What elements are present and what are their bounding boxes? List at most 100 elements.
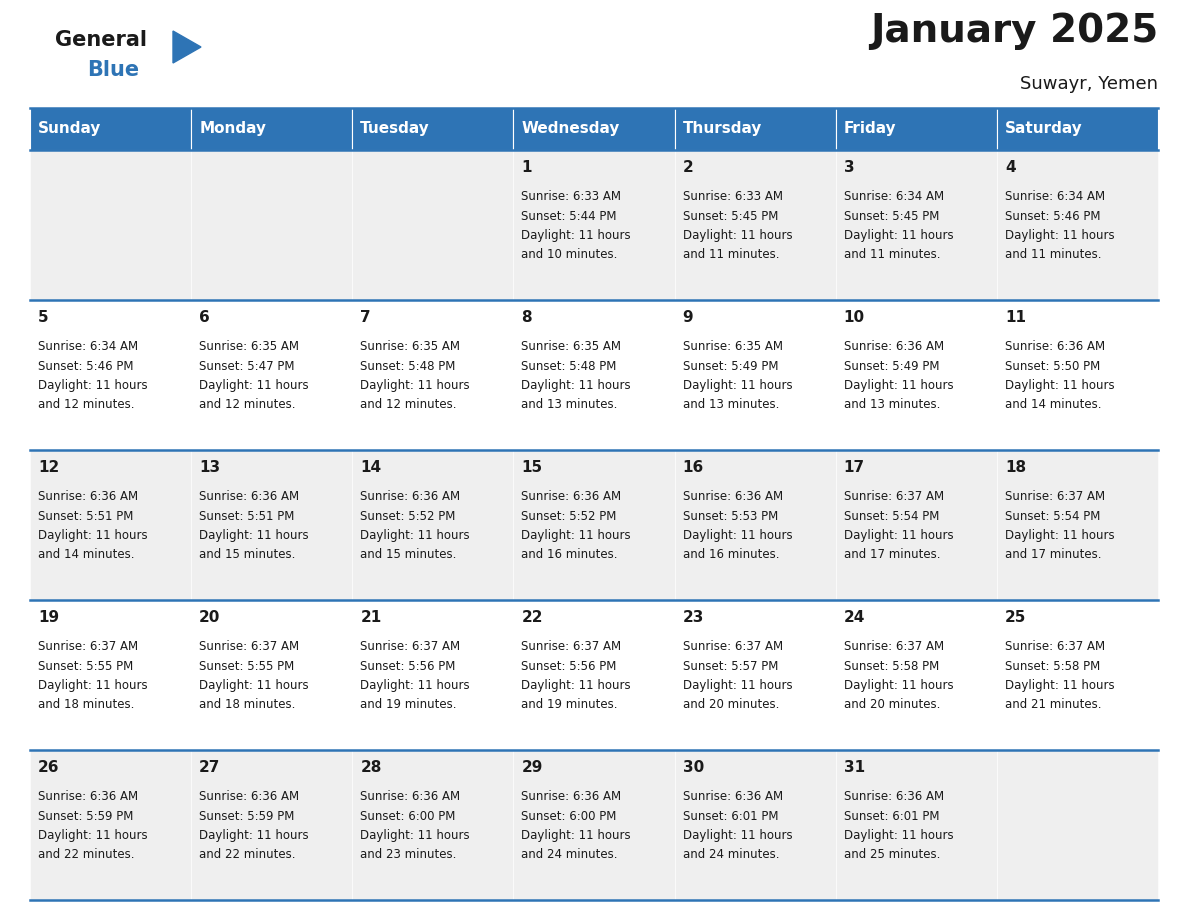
Text: and 17 minutes.: and 17 minutes. bbox=[1005, 548, 1101, 562]
Text: Daylight: 11 hours: Daylight: 11 hours bbox=[522, 529, 631, 542]
Text: 1: 1 bbox=[522, 160, 532, 175]
Text: and 11 minutes.: and 11 minutes. bbox=[843, 249, 940, 262]
Text: Sunrise: 6:36 AM: Sunrise: 6:36 AM bbox=[200, 790, 299, 803]
Text: 3: 3 bbox=[843, 160, 854, 175]
Text: 5: 5 bbox=[38, 310, 49, 325]
Text: Sunrise: 6:34 AM: Sunrise: 6:34 AM bbox=[1005, 190, 1105, 203]
FancyBboxPatch shape bbox=[997, 750, 1158, 900]
Text: and 13 minutes.: and 13 minutes. bbox=[843, 398, 940, 411]
FancyBboxPatch shape bbox=[675, 600, 835, 750]
Text: Daylight: 11 hours: Daylight: 11 hours bbox=[200, 829, 309, 842]
Text: Sunrise: 6:36 AM: Sunrise: 6:36 AM bbox=[360, 490, 461, 503]
Text: Sunrise: 6:36 AM: Sunrise: 6:36 AM bbox=[522, 490, 621, 503]
Text: and 20 minutes.: and 20 minutes. bbox=[683, 699, 779, 711]
Text: and 25 minutes.: and 25 minutes. bbox=[843, 848, 940, 861]
Text: Daylight: 11 hours: Daylight: 11 hours bbox=[522, 229, 631, 242]
Text: and 12 minutes.: and 12 minutes. bbox=[38, 398, 134, 411]
Text: Sunset: 5:46 PM: Sunset: 5:46 PM bbox=[1005, 209, 1100, 222]
Text: 27: 27 bbox=[200, 760, 221, 775]
Text: and 24 minutes.: and 24 minutes. bbox=[522, 848, 618, 861]
Text: and 15 minutes.: and 15 minutes. bbox=[360, 548, 456, 562]
Text: Daylight: 11 hours: Daylight: 11 hours bbox=[843, 229, 953, 242]
Text: Sunset: 6:00 PM: Sunset: 6:00 PM bbox=[522, 810, 617, 823]
Text: Sunset: 5:59 PM: Sunset: 5:59 PM bbox=[38, 810, 133, 823]
Text: and 24 minutes.: and 24 minutes. bbox=[683, 848, 779, 861]
Text: Sunrise: 6:35 AM: Sunrise: 6:35 AM bbox=[683, 340, 783, 353]
Text: 4: 4 bbox=[1005, 160, 1016, 175]
Text: 6: 6 bbox=[200, 310, 210, 325]
Text: and 12 minutes.: and 12 minutes. bbox=[360, 398, 456, 411]
FancyBboxPatch shape bbox=[513, 600, 675, 750]
Text: 23: 23 bbox=[683, 610, 704, 625]
Text: 31: 31 bbox=[843, 760, 865, 775]
Text: Sunrise: 6:34 AM: Sunrise: 6:34 AM bbox=[843, 190, 943, 203]
FancyBboxPatch shape bbox=[30, 150, 191, 300]
FancyBboxPatch shape bbox=[353, 450, 513, 600]
Text: 18: 18 bbox=[1005, 460, 1026, 475]
Text: and 21 minutes.: and 21 minutes. bbox=[1005, 699, 1101, 711]
Text: Sunset: 5:58 PM: Sunset: 5:58 PM bbox=[1005, 659, 1100, 673]
Text: and 18 minutes.: and 18 minutes. bbox=[38, 699, 134, 711]
Text: Sunset: 5:49 PM: Sunset: 5:49 PM bbox=[843, 360, 940, 373]
Text: Daylight: 11 hours: Daylight: 11 hours bbox=[360, 529, 470, 542]
Text: Sunrise: 6:36 AM: Sunrise: 6:36 AM bbox=[38, 490, 138, 503]
Text: 7: 7 bbox=[360, 310, 371, 325]
Text: Daylight: 11 hours: Daylight: 11 hours bbox=[360, 379, 470, 392]
Text: Friday: Friday bbox=[843, 121, 897, 137]
Text: and 18 minutes.: and 18 minutes. bbox=[200, 699, 296, 711]
Text: Sunset: 5:54 PM: Sunset: 5:54 PM bbox=[1005, 509, 1100, 522]
Text: Sunset: 5:52 PM: Sunset: 5:52 PM bbox=[522, 509, 617, 522]
Text: Sunset: 6:01 PM: Sunset: 6:01 PM bbox=[683, 810, 778, 823]
FancyBboxPatch shape bbox=[30, 450, 191, 600]
Text: Saturday: Saturday bbox=[1005, 121, 1082, 137]
Text: Daylight: 11 hours: Daylight: 11 hours bbox=[200, 679, 309, 692]
Text: 21: 21 bbox=[360, 610, 381, 625]
Text: Daylight: 11 hours: Daylight: 11 hours bbox=[683, 679, 792, 692]
Text: 22: 22 bbox=[522, 610, 543, 625]
Text: 9: 9 bbox=[683, 310, 693, 325]
FancyBboxPatch shape bbox=[191, 150, 353, 300]
Text: and 16 minutes.: and 16 minutes. bbox=[683, 548, 779, 562]
Text: Sunset: 5:57 PM: Sunset: 5:57 PM bbox=[683, 659, 778, 673]
FancyBboxPatch shape bbox=[675, 450, 835, 600]
Text: Sunrise: 6:37 AM: Sunrise: 6:37 AM bbox=[522, 640, 621, 653]
FancyBboxPatch shape bbox=[30, 750, 191, 900]
Text: Sunset: 5:46 PM: Sunset: 5:46 PM bbox=[38, 360, 133, 373]
Text: Daylight: 11 hours: Daylight: 11 hours bbox=[1005, 529, 1114, 542]
Text: and 14 minutes.: and 14 minutes. bbox=[1005, 398, 1101, 411]
Text: Sunrise: 6:37 AM: Sunrise: 6:37 AM bbox=[843, 640, 943, 653]
Text: Sunrise: 6:34 AM: Sunrise: 6:34 AM bbox=[38, 340, 138, 353]
Text: Daylight: 11 hours: Daylight: 11 hours bbox=[683, 229, 792, 242]
Text: Tuesday: Tuesday bbox=[360, 121, 430, 137]
FancyBboxPatch shape bbox=[30, 600, 191, 750]
Text: Daylight: 11 hours: Daylight: 11 hours bbox=[1005, 229, 1114, 242]
Text: Sunset: 5:48 PM: Sunset: 5:48 PM bbox=[360, 360, 456, 373]
Text: Sunset: 5:56 PM: Sunset: 5:56 PM bbox=[522, 659, 617, 673]
Text: 28: 28 bbox=[360, 760, 381, 775]
Text: Sunset: 5:47 PM: Sunset: 5:47 PM bbox=[200, 360, 295, 373]
FancyBboxPatch shape bbox=[353, 150, 513, 300]
Text: and 22 minutes.: and 22 minutes. bbox=[200, 848, 296, 861]
Text: Daylight: 11 hours: Daylight: 11 hours bbox=[200, 379, 309, 392]
Text: Daylight: 11 hours: Daylight: 11 hours bbox=[38, 529, 147, 542]
Text: Sunset: 5:55 PM: Sunset: 5:55 PM bbox=[200, 659, 295, 673]
Text: Sunrise: 6:36 AM: Sunrise: 6:36 AM bbox=[683, 790, 783, 803]
FancyBboxPatch shape bbox=[513, 450, 675, 600]
FancyBboxPatch shape bbox=[191, 108, 353, 150]
FancyBboxPatch shape bbox=[191, 450, 353, 600]
FancyBboxPatch shape bbox=[30, 108, 191, 150]
Text: Sunset: 5:59 PM: Sunset: 5:59 PM bbox=[200, 810, 295, 823]
Text: Sunrise: 6:36 AM: Sunrise: 6:36 AM bbox=[843, 340, 943, 353]
Text: Sunrise: 6:33 AM: Sunrise: 6:33 AM bbox=[683, 190, 783, 203]
Text: 13: 13 bbox=[200, 460, 220, 475]
Text: Daylight: 11 hours: Daylight: 11 hours bbox=[360, 829, 470, 842]
Text: January 2025: January 2025 bbox=[870, 12, 1158, 50]
Text: 20: 20 bbox=[200, 610, 221, 625]
Text: Sunset: 6:00 PM: Sunset: 6:00 PM bbox=[360, 810, 456, 823]
FancyBboxPatch shape bbox=[835, 600, 997, 750]
Text: Sunrise: 6:36 AM: Sunrise: 6:36 AM bbox=[38, 790, 138, 803]
FancyBboxPatch shape bbox=[675, 750, 835, 900]
Text: Sunrise: 6:37 AM: Sunrise: 6:37 AM bbox=[38, 640, 138, 653]
Text: and 14 minutes.: and 14 minutes. bbox=[38, 548, 134, 562]
FancyBboxPatch shape bbox=[353, 108, 513, 150]
